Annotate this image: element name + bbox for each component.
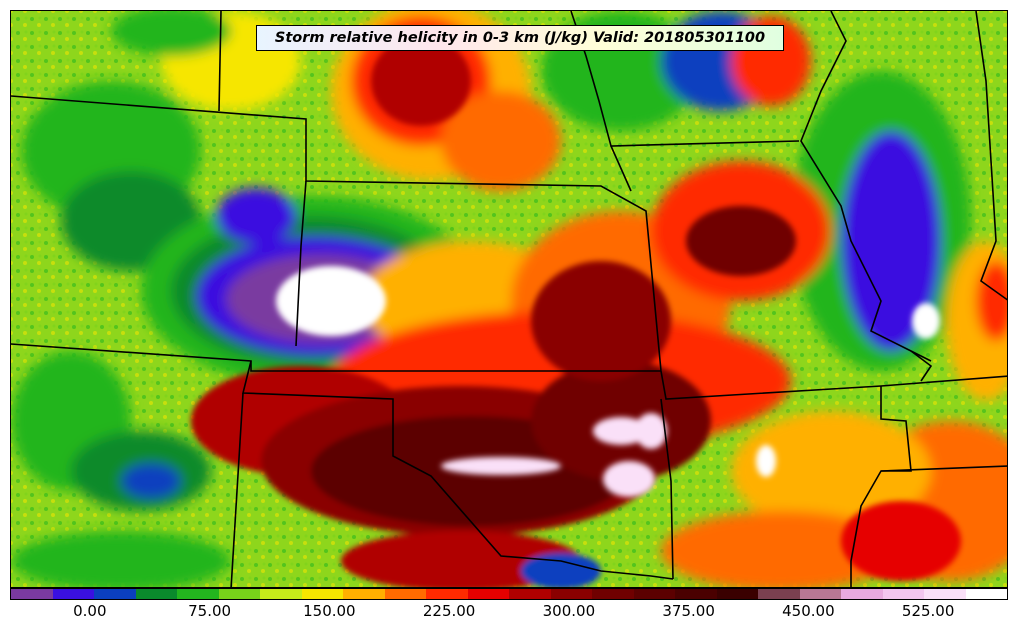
map-title: Storm relative helicity in 0-3 km (J/kg)… (256, 25, 784, 51)
colorbar-segment (592, 589, 634, 599)
colorbar-tick-label: 150.00 (303, 602, 356, 620)
colorbar-tick-label: 525.00 (901, 602, 955, 620)
colorbar-segment (218, 589, 260, 599)
helicity-maxima (276, 266, 940, 497)
colorbar-segment (633, 589, 675, 599)
colorbar-segment (509, 589, 551, 599)
colorbar-segment (758, 589, 800, 599)
colorbar-segment (177, 589, 219, 599)
colorbar-tick-label: 75.00 (188, 602, 232, 620)
colorbar-segment (52, 589, 94, 599)
colorbar-segment (426, 589, 468, 599)
colorbar-tick-label: 300.00 (542, 602, 596, 620)
colorbar-tick-label: 225.00 (422, 602, 476, 620)
colorbar-segment (965, 589, 1007, 599)
colorbar-segment (260, 589, 302, 599)
colorbar-segment (135, 589, 177, 599)
colorbar-segment (841, 589, 883, 599)
helicity-map (11, 11, 1007, 587)
colorbar-segment (301, 589, 343, 599)
colorbar-segment (11, 589, 53, 599)
colorbar-segment (799, 589, 841, 599)
colorbar-segment (716, 589, 758, 599)
map-panel: Storm relative helicity in 0-3 km (J/kg)… (10, 10, 1008, 588)
colorbar-segment (94, 589, 136, 599)
colorbar-segment (343, 589, 385, 599)
colorbar-tick-label: 450.00 (782, 602, 835, 620)
colorbar-segment (924, 589, 966, 599)
colorbar-segment (550, 589, 592, 599)
colorbar-segment (675, 589, 717, 599)
colorbar-segment (384, 589, 426, 599)
colorbar-segment (882, 589, 924, 599)
colorbar-tick-labels: 0.00 75.00 150.00 225.00 300.00 375.00 450.00 5… (0, 602, 1018, 626)
colorbar-tick-label: 375.00 (662, 602, 715, 620)
colorbar-tick-label: 0.00 (73, 602, 107, 620)
colorbar-segment (467, 589, 509, 599)
colorbar (10, 588, 1008, 600)
